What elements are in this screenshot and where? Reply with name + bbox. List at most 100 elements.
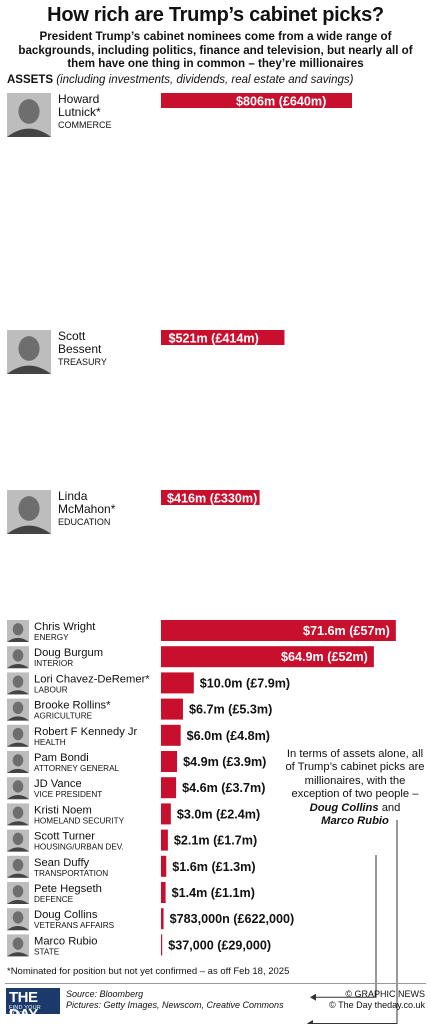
doug-burgum-value-label: $64.9m (£52m) bbox=[281, 650, 368, 664]
kristi-noem-photo-shoulders bbox=[7, 821, 29, 826]
doug-burgum-photo-shoulders bbox=[7, 664, 29, 669]
lori-chavez-deremer-photo-shoulders bbox=[7, 690, 29, 695]
pam-bondi-name: Pam Bondi bbox=[34, 752, 89, 764]
doug-burgum-role: INTERIOR bbox=[34, 659, 73, 668]
robert-f-kennedy-jr-value-label: $6.0m (£4.8m) bbox=[187, 729, 270, 743]
brooke-rollins-photo-shoulders bbox=[7, 716, 29, 721]
marco-rubio-value-label: $37,000 (£29,000) bbox=[168, 938, 271, 952]
annotation-name-rubio: Marco Rubio bbox=[321, 815, 389, 828]
pictures-credit: Pictures: Getty Images, Newscom, Creativ… bbox=[66, 1000, 284, 1010]
pam-bondi-value-label: $4.9m (£3.9m) bbox=[183, 755, 266, 769]
lori-chavez-deremer-photo-face bbox=[12, 675, 24, 688]
pete-hegseth-photo-face bbox=[12, 885, 24, 898]
lori-chavez-deremer-bar bbox=[161, 672, 194, 694]
pam-bondi-photo-shoulders bbox=[7, 768, 29, 773]
bessent-role: TREASURY bbox=[58, 357, 107, 367]
lutnick-first-name: Howard bbox=[58, 92, 99, 106]
lori-chavez-deremer-value-label: $10.0m (£7.9m) bbox=[200, 676, 290, 690]
chris-wright-photo-shoulders bbox=[7, 637, 29, 642]
pam-bondi-role: ATTORNEY GENERAL bbox=[34, 764, 120, 773]
mcmahon-role: EDUCATION bbox=[58, 517, 110, 527]
source-value: Bloomberg bbox=[99, 989, 144, 999]
marco-rubio-photo-face bbox=[12, 937, 24, 950]
page-title: How rich are Trump’s cabinet picks? bbox=[47, 4, 384, 26]
jd-vance-name: JD Vance bbox=[34, 778, 82, 790]
robert-f-kennedy-jr-name: Robert F Kennedy Jr bbox=[34, 726, 137, 738]
doug-collins-bar bbox=[161, 908, 164, 930]
robert-f-kennedy-jr-bar bbox=[161, 724, 181, 746]
arrow-to-collins-head bbox=[310, 993, 316, 1001]
doug-burgum-photo-face bbox=[12, 649, 24, 662]
kristi-noem-role: HOMELAND SECURITY bbox=[34, 816, 125, 825]
lutnick-value-label: $806m (£640m) bbox=[236, 95, 326, 109]
pete-hegseth-name: Pete Hegseth bbox=[34, 883, 102, 895]
copyright-line-2: © The Day theday.co.uk bbox=[329, 1000, 425, 1010]
marco-rubio-name: Marco Rubio bbox=[34, 935, 97, 947]
doug-collins-role: VETERANS AFFAIRS bbox=[34, 921, 115, 930]
copyright-line-1: © GRAPHIC NEWS bbox=[345, 989, 425, 999]
page-subtitle: President Trump’s cabinet nominees come … bbox=[18, 30, 413, 70]
mcmahon-photo-face bbox=[18, 496, 40, 521]
bessent-photo-shoulders bbox=[7, 365, 51, 374]
bessent-last-name: Bessent bbox=[58, 342, 102, 356]
source-label: Source: bbox=[66, 989, 98, 999]
scott-turner-name: Scott Turner bbox=[34, 831, 95, 843]
marco-rubio-bar bbox=[161, 934, 163, 956]
footnote: *Nominated for position but not yet conf… bbox=[7, 966, 290, 977]
pam-bondi-photo-face bbox=[12, 754, 24, 767]
kristi-noem-name: Kristi Noem bbox=[34, 804, 92, 816]
mcmahon-value-label: $416m (£330m) bbox=[167, 492, 257, 506]
jd-vance-photo-shoulders bbox=[7, 795, 29, 800]
lutnick-photo-shoulders bbox=[7, 128, 51, 137]
robert-f-kennedy-jr-role: HEALTH bbox=[34, 738, 66, 747]
jd-vance-bar bbox=[161, 777, 177, 799]
chris-wright-name: Chris Wright bbox=[34, 621, 96, 633]
pete-hegseth-photo-shoulders bbox=[7, 899, 29, 904]
sean-duffy-role: TRANSPORTATION bbox=[34, 869, 108, 878]
brooke-rollins-value-label: $6.7m (£5.3m) bbox=[189, 703, 272, 717]
bessent-value-label: $521m (£414m) bbox=[168, 332, 258, 346]
annotation-note: In terms of assets alone, all of Trump’s… bbox=[285, 748, 425, 828]
brooke-rollins-bar bbox=[161, 698, 183, 720]
footer-divider bbox=[5, 983, 426, 984]
source-credit: Source: Bloomberg Pictures: Getty Images… bbox=[66, 989, 284, 1011]
the-day-logo: THE DAY FIND YOUR VOICE bbox=[6, 988, 60, 1023]
kristi-noem-value-label: $3.0m (£2.4m) bbox=[177, 807, 260, 821]
doug-collins-photo-face bbox=[12, 911, 24, 924]
sean-duffy-name: Sean Duffy bbox=[34, 857, 90, 869]
doug-collins-photo-shoulders bbox=[7, 926, 29, 931]
jd-vance-role: VICE PRESIDENT bbox=[34, 790, 102, 799]
brooke-rollins-role: AGRICULTURE bbox=[34, 712, 93, 721]
annotation-joiner: and bbox=[378, 801, 401, 814]
annotation-text: In terms of assets alone, all of Trump’s… bbox=[285, 748, 425, 801]
robert-f-kennedy-jr-photo-shoulders bbox=[7, 742, 29, 747]
pete-hegseth-bar bbox=[161, 882, 166, 903]
chris-wright-photo-face bbox=[12, 623, 24, 636]
copyright-credit: © GRAPHIC NEWS © The Day theday.co.uk bbox=[329, 989, 425, 1011]
scott-turner-bar bbox=[161, 829, 168, 851]
jd-vance-photo-face bbox=[12, 780, 24, 793]
jd-vance-value-label: $4.6m (£3.7m) bbox=[182, 781, 265, 795]
doug-collins-value-label: $783,000n (£622,000) bbox=[170, 912, 295, 926]
robert-f-kennedy-jr-photo-face bbox=[12, 727, 24, 741]
scott-turner-photo-face bbox=[12, 832, 24, 846]
kristi-noem-bar bbox=[161, 803, 171, 825]
marco-rubio-role: STATE bbox=[34, 947, 60, 956]
mcmahon-photo-shoulders bbox=[7, 525, 51, 534]
assets-label-italic: (including investments, dividends, real … bbox=[56, 74, 354, 86]
chris-wright-role: ENERGY bbox=[34, 633, 69, 642]
mcmahon-last-name: McMahon* bbox=[58, 502, 116, 516]
logo-tagline: FIND YOUR VOICE bbox=[9, 1005, 41, 1017]
lutnick-role: COMMERCE bbox=[58, 120, 112, 130]
bessent-first-name: Scott bbox=[58, 329, 86, 343]
kristi-noem-photo-face bbox=[12, 806, 24, 819]
sean-duffy-bar bbox=[161, 855, 167, 877]
pete-hegseth-value-label: $1.4m (£1.1m) bbox=[172, 886, 255, 900]
doug-burgum-bar bbox=[161, 646, 374, 668]
pete-hegseth-role: DEFENCE bbox=[34, 895, 74, 904]
scott-turner-photo-shoulders bbox=[7, 847, 29, 852]
logo-wordmark: THE DAY bbox=[9, 989, 38, 1023]
scott-turner-value-label: $2.1m (£1.7m) bbox=[174, 834, 257, 848]
doug-collins-name: Doug Collins bbox=[34, 909, 98, 921]
